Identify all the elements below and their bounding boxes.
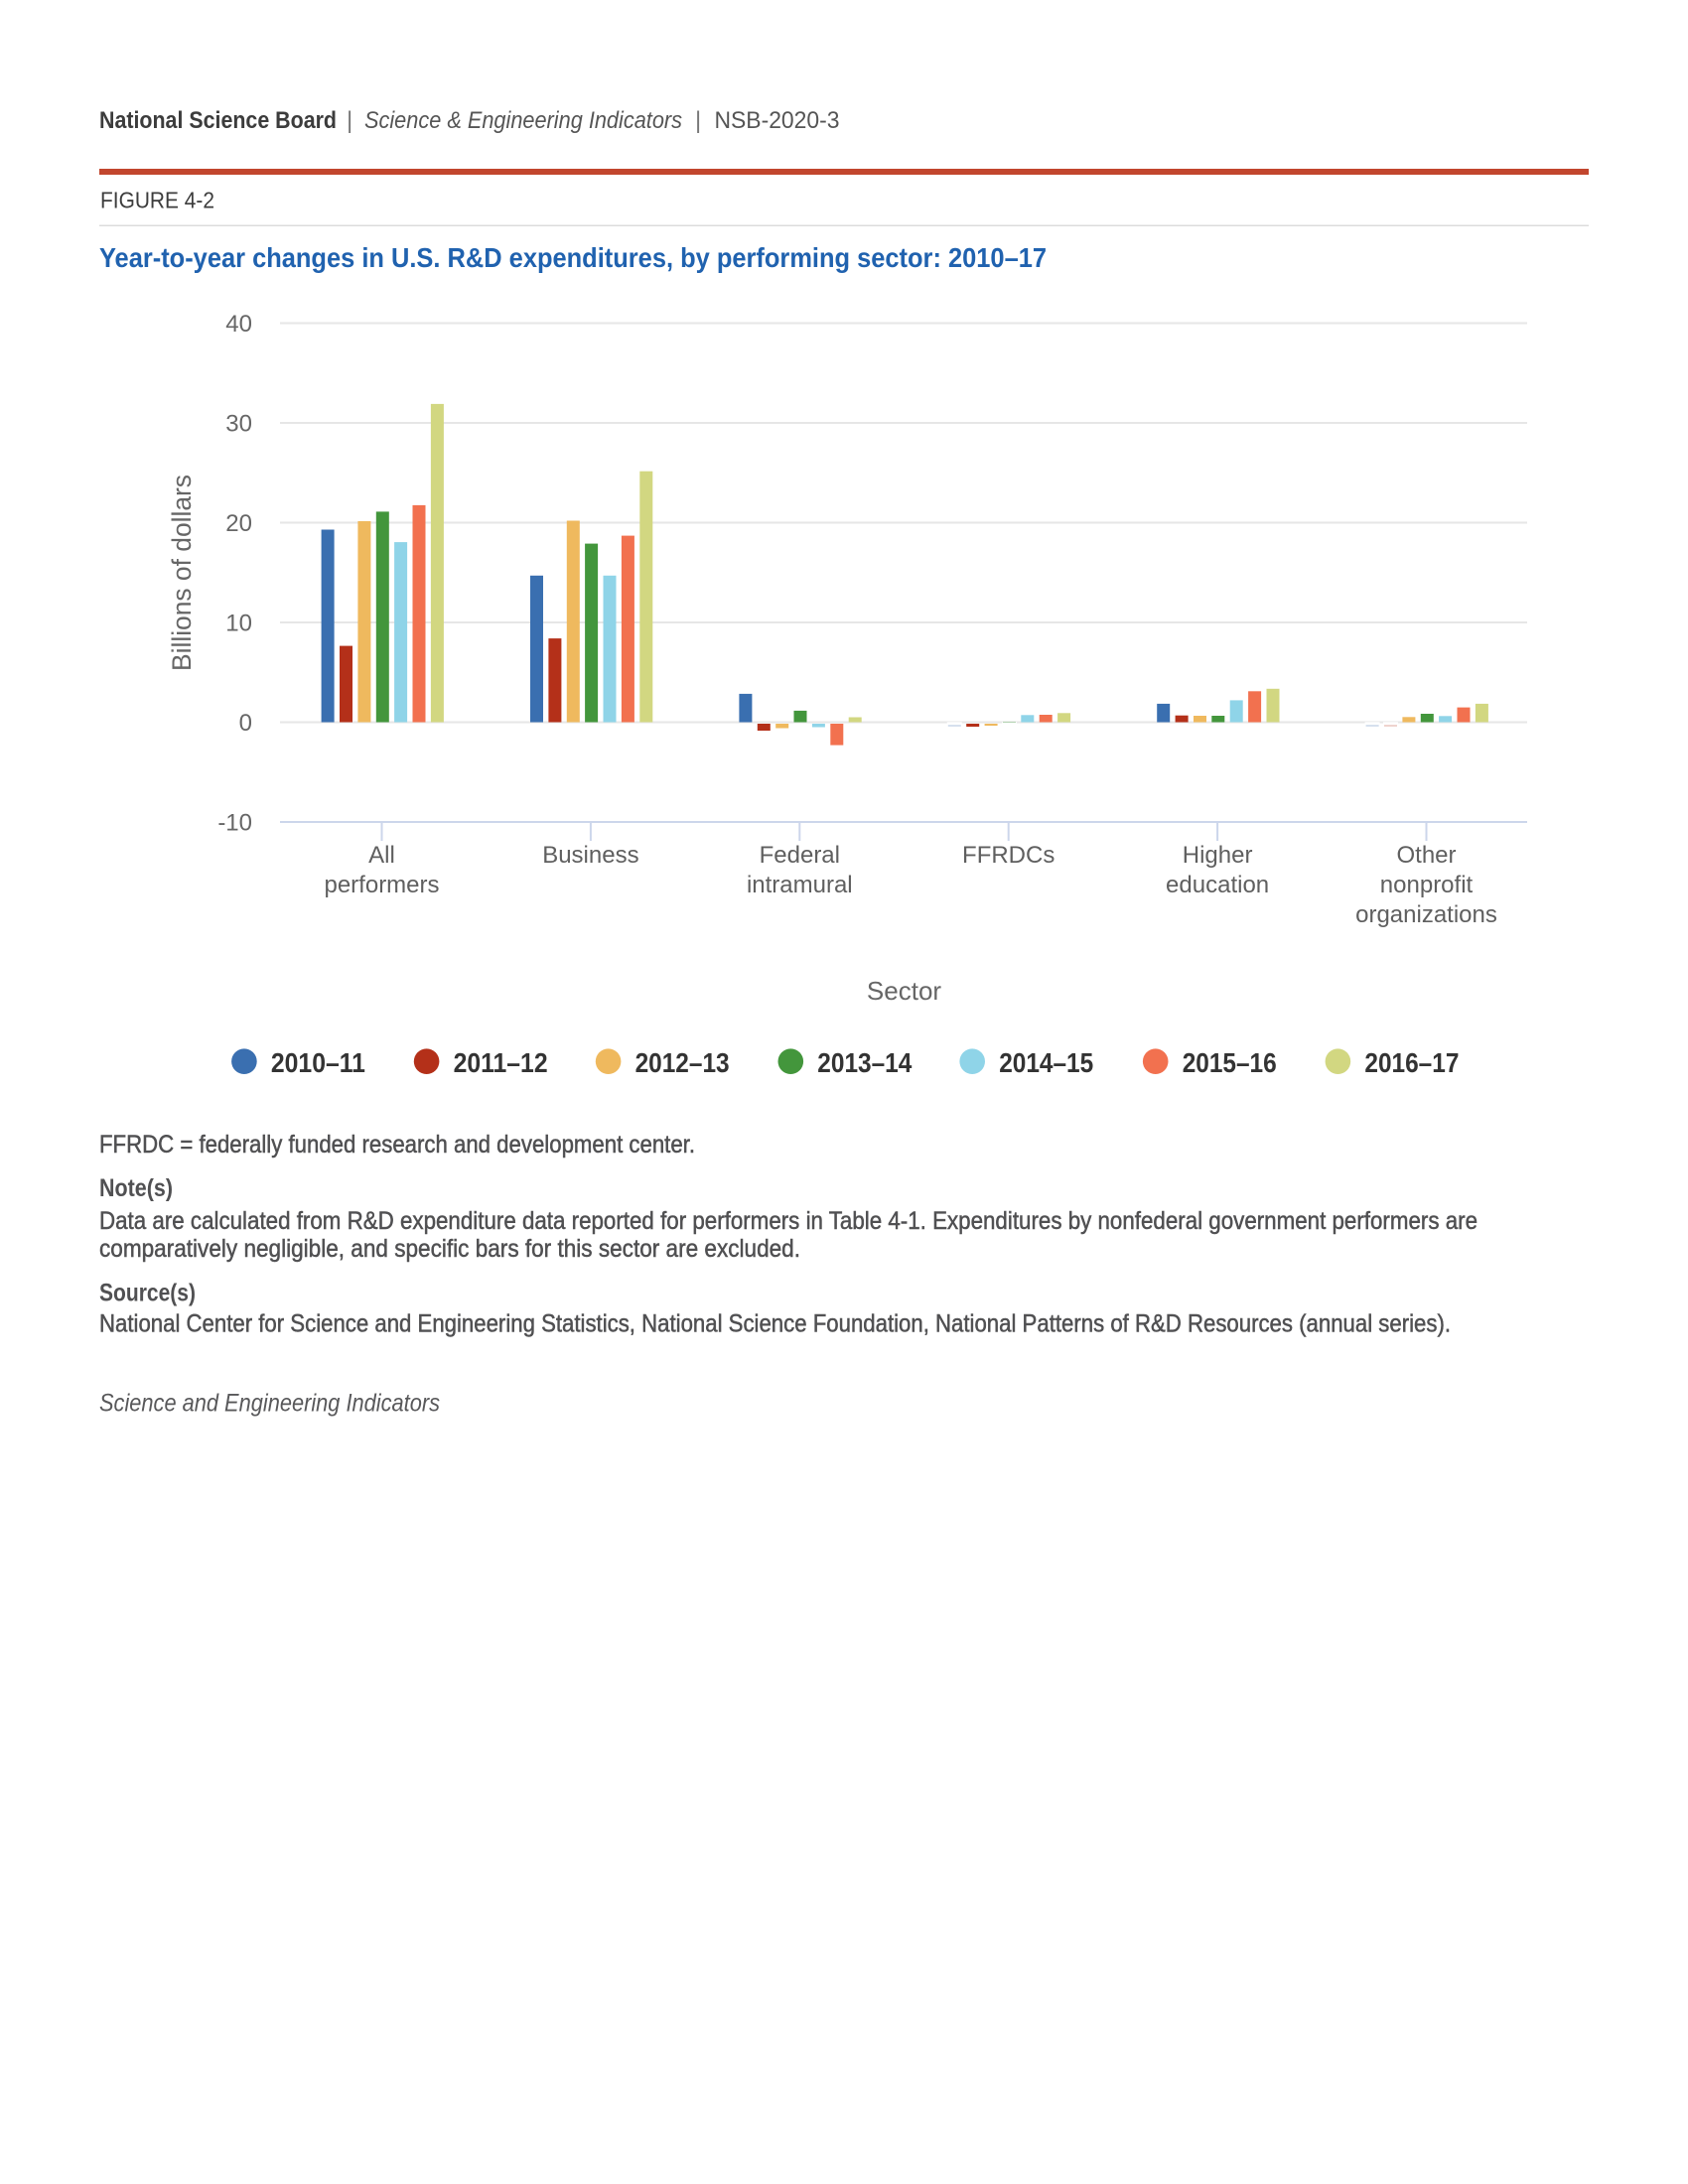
- svg-text:Data are calculated from R&D e: Data are calculated from R&D expenditure…: [99, 1207, 1477, 1235]
- svg-text:2012–13: 2012–13: [635, 1047, 730, 1078]
- svg-text:Business: Business: [542, 842, 638, 869]
- svg-text:2015–16: 2015–16: [1183, 1047, 1277, 1078]
- svg-text:Science and Engineering Indica: Science and Engineering Indicators: [99, 1390, 440, 1418]
- svg-text:0: 0: [239, 710, 252, 737]
- svg-text:All: All: [368, 842, 395, 869]
- svg-text:Federal: Federal: [760, 842, 840, 869]
- svg-text:NSB-2020-3: NSB-2020-3: [715, 107, 840, 134]
- svg-text:2016–17: 2016–17: [1364, 1047, 1459, 1078]
- svg-text:Source(s): Source(s): [99, 1280, 196, 1307]
- svg-text:30: 30: [225, 411, 252, 438]
- svg-text:National Center for Science an: National Center for Science and Engineer…: [99, 1310, 1451, 1338]
- svg-text:2014–15: 2014–15: [999, 1047, 1093, 1078]
- svg-text:10: 10: [225, 611, 252, 637]
- svg-text:|: |: [695, 107, 701, 134]
- svg-text:National Science Board: National Science Board: [99, 107, 337, 134]
- svg-text:|: |: [347, 107, 352, 134]
- svg-text:education: education: [1166, 872, 1269, 898]
- svg-text:2011–12: 2011–12: [454, 1047, 548, 1078]
- svg-text:-10: -10: [217, 810, 252, 837]
- svg-text:intramural: intramural: [747, 872, 853, 898]
- svg-text:comparatively negligible, and: comparatively negligible, and specific b…: [99, 1235, 800, 1263]
- svg-text:FFRDCs: FFRDCs: [962, 842, 1055, 869]
- svg-text:Other: Other: [1396, 842, 1456, 869]
- svg-text:FFRDC = federally funded resea: FFRDC = federally funded research and de…: [99, 1131, 695, 1159]
- svg-text:organizations: organizations: [1355, 901, 1497, 928]
- svg-text:Higher: Higher: [1183, 842, 1253, 869]
- svg-text:nonprofit: nonprofit: [1380, 872, 1474, 898]
- svg-text:Year-to-year changes in U.S. R: Year-to-year changes in U.S. R&D expendi…: [99, 242, 1047, 273]
- svg-text:performers: performers: [324, 872, 439, 898]
- svg-text:2010–11: 2010–11: [271, 1047, 365, 1078]
- svg-text:Science & Engineering Indicato: Science & Engineering Indicators: [364, 107, 682, 134]
- svg-text:FIGURE 4-2: FIGURE 4-2: [100, 188, 214, 213]
- svg-text:Billions of dollars: Billions of dollars: [167, 475, 197, 671]
- svg-text:20: 20: [225, 510, 252, 537]
- svg-text:40: 40: [225, 311, 252, 338]
- svg-text:Sector: Sector: [867, 976, 941, 1006]
- svg-text:2013–14: 2013–14: [817, 1047, 912, 1078]
- svg-text:Note(s): Note(s): [99, 1174, 173, 1202]
